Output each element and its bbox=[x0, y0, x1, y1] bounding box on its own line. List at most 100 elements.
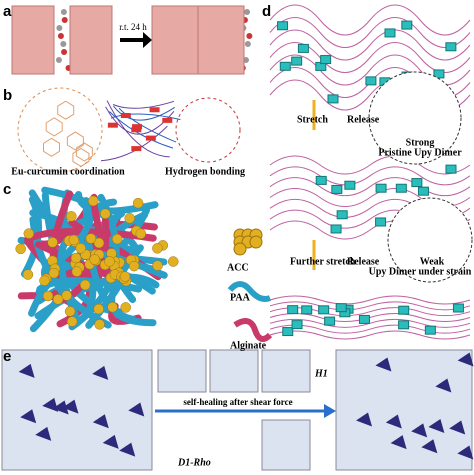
chain bbox=[106, 100, 170, 158]
molecule bbox=[55, 57, 62, 63]
acc bbox=[48, 267, 60, 279]
fiber bbox=[62, 399, 79, 414]
fiber bbox=[390, 435, 407, 450]
legend-label: PAA bbox=[230, 292, 251, 303]
acc bbox=[23, 228, 35, 239]
inset-caption: Upy Dimer under strain bbox=[369, 266, 472, 277]
chain bbox=[52, 208, 94, 267]
inset-caption: Pristine Upy Dimer bbox=[378, 147, 462, 158]
caption: Eu-curcumin coordination bbox=[11, 166, 125, 177]
acc bbox=[79, 279, 91, 291]
upy-block bbox=[335, 303, 347, 313]
acc bbox=[120, 302, 131, 313]
molecule bbox=[246, 33, 253, 39]
upy-block bbox=[445, 42, 457, 52]
upy-block bbox=[277, 21, 289, 31]
rod bbox=[131, 146, 142, 152]
fiber bbox=[52, 400, 69, 415]
molecule bbox=[60, 9, 67, 15]
molecule bbox=[61, 17, 68, 23]
upy-block bbox=[330, 224, 342, 234]
upy-block bbox=[344, 180, 356, 190]
chain bbox=[269, 177, 471, 197]
acc bbox=[85, 233, 97, 244]
structure bbox=[57, 100, 75, 120]
acc bbox=[89, 254, 100, 265]
chain bbox=[112, 100, 175, 109]
inset-circle bbox=[368, 71, 462, 165]
upy-block bbox=[336, 210, 348, 220]
rod bbox=[162, 117, 173, 123]
fiber bbox=[356, 412, 373, 427]
upy-block bbox=[365, 76, 377, 86]
acc bbox=[66, 211, 77, 222]
block bbox=[151, 5, 199, 75]
chain bbox=[269, 307, 471, 317]
acc bbox=[152, 243, 163, 254]
block bbox=[69, 5, 113, 75]
fiber bbox=[128, 402, 145, 417]
fiber bbox=[435, 378, 452, 393]
chain bbox=[36, 277, 143, 293]
upy-block bbox=[375, 183, 387, 193]
upy-block bbox=[411, 178, 423, 188]
molecule bbox=[61, 49, 68, 55]
upy-block bbox=[452, 303, 464, 313]
acc bbox=[93, 303, 104, 315]
acc bbox=[111, 233, 123, 245]
upy-block bbox=[287, 305, 299, 315]
acc bbox=[100, 208, 111, 219]
upy-block bbox=[279, 61, 291, 71]
molecule bbox=[56, 25, 63, 31]
upy-block bbox=[375, 217, 387, 227]
chain bbox=[269, 17, 471, 48]
acc bbox=[71, 266, 83, 277]
panel-box bbox=[209, 349, 259, 393]
arrow-head bbox=[143, 32, 152, 48]
upy-block bbox=[384, 28, 396, 38]
acc bbox=[15, 243, 26, 255]
acc bbox=[88, 195, 99, 207]
chain bbox=[109, 111, 174, 149]
paa bbox=[227, 281, 272, 302]
acc bbox=[104, 256, 115, 267]
panel-label: b bbox=[3, 87, 12, 104]
upy-block bbox=[401, 20, 413, 30]
inset-circle bbox=[17, 87, 103, 173]
upy-block bbox=[301, 305, 313, 315]
fiber bbox=[375, 357, 392, 372]
acc bbox=[61, 290, 72, 301]
chain bbox=[269, 29, 471, 61]
acc bbox=[135, 228, 147, 239]
fiber bbox=[20, 409, 37, 424]
molecule bbox=[57, 33, 64, 39]
acc bbox=[124, 213, 135, 224]
upy-block bbox=[291, 320, 303, 330]
molecule bbox=[244, 41, 251, 47]
structure bbox=[43, 137, 61, 157]
fiber bbox=[421, 439, 438, 454]
acc bbox=[168, 256, 179, 267]
upy-block bbox=[324, 316, 336, 326]
upy-block bbox=[395, 183, 407, 193]
fiber bbox=[92, 365, 109, 380]
upy-block bbox=[315, 175, 327, 185]
arrow-label: self-healing after shear force bbox=[183, 397, 292, 407]
panel-box bbox=[261, 419, 311, 471]
fiber bbox=[18, 363, 35, 378]
acc bbox=[119, 271, 131, 282]
chain bbox=[269, 295, 471, 305]
legend-label: ACC bbox=[227, 262, 249, 273]
rod bbox=[131, 127, 142, 133]
step-label: Stretch bbox=[297, 114, 328, 125]
inset-circle bbox=[387, 197, 473, 283]
inset-circle bbox=[175, 97, 241, 163]
fiber bbox=[42, 397, 59, 412]
block bbox=[197, 5, 245, 75]
upy-block bbox=[320, 55, 332, 65]
acc bbox=[22, 269, 34, 280]
chain bbox=[269, 155, 471, 175]
rod bbox=[149, 107, 160, 113]
chain bbox=[269, 330, 471, 340]
